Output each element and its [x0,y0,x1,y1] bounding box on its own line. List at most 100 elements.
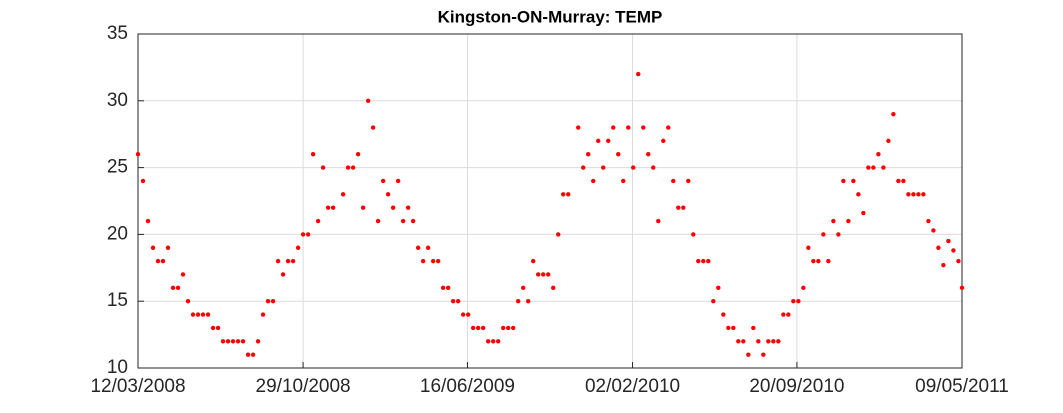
point [310,152,316,157]
point [360,205,366,210]
point [515,299,521,304]
point [455,299,461,304]
point [786,312,791,317]
point [490,339,496,344]
point [626,125,631,130]
point [701,258,706,264]
point [906,192,911,197]
point [185,299,191,304]
point [836,232,841,237]
point [135,152,141,157]
point [581,165,586,170]
point [505,325,511,331]
point [771,339,776,344]
point [731,325,736,331]
point [696,258,701,264]
point [736,339,741,344]
point [460,312,466,317]
y-tick-label: 10 [107,357,128,378]
point [485,339,491,344]
point [521,285,526,291]
point [145,218,151,224]
point [776,339,781,344]
point [931,228,936,233]
point [959,285,965,291]
point [465,312,471,317]
point [175,285,181,291]
point [801,285,806,291]
point [796,299,801,304]
point [370,125,376,130]
point [290,258,296,264]
point [601,165,606,170]
point [500,325,506,331]
point [510,325,516,331]
point [180,272,186,277]
point [861,210,866,216]
point [616,152,621,157]
point [886,138,891,144]
point [300,232,306,237]
point [160,258,166,264]
point [741,339,746,344]
point [866,165,871,170]
point [851,178,856,184]
point [480,325,486,331]
point [340,192,346,197]
point [811,258,816,264]
point [591,178,596,184]
point [566,192,571,197]
point [751,325,756,331]
point [270,299,276,304]
point [140,178,146,184]
point [901,178,906,184]
point [671,178,676,184]
point [220,339,226,344]
point [470,325,476,331]
point [606,138,611,144]
point [681,205,686,210]
point [846,218,851,224]
point [245,352,251,357]
point [280,272,286,277]
point [325,205,331,210]
point [656,218,661,224]
point [766,339,771,344]
point [806,245,811,250]
y-tick-label: 25 [107,157,128,178]
point [891,111,896,117]
point [260,312,266,317]
point [676,205,681,210]
point [255,339,261,344]
point [911,192,916,197]
point [946,238,951,244]
point [345,165,351,170]
y-tick-label: 15 [107,290,128,311]
point [831,218,836,224]
point [916,192,921,197]
point [726,325,731,331]
point [716,285,721,291]
point [641,125,646,130]
x-tick-label: 02/02/2010 [585,376,680,397]
point [646,152,651,157]
point [315,218,321,224]
point [576,125,581,130]
point [876,152,881,157]
point [375,218,381,224]
point [305,232,311,237]
x-tick-label: 16/06/2009 [420,376,515,397]
point [380,178,386,184]
point [546,272,551,277]
point [881,165,886,170]
point [531,258,536,264]
point [611,125,616,130]
point [205,312,211,317]
y-tick-label: 35 [107,23,128,44]
x-tick-label: 20/09/2010 [749,376,844,397]
point [445,285,451,291]
x-tick-label: 09/05/2011 [915,376,1009,397]
